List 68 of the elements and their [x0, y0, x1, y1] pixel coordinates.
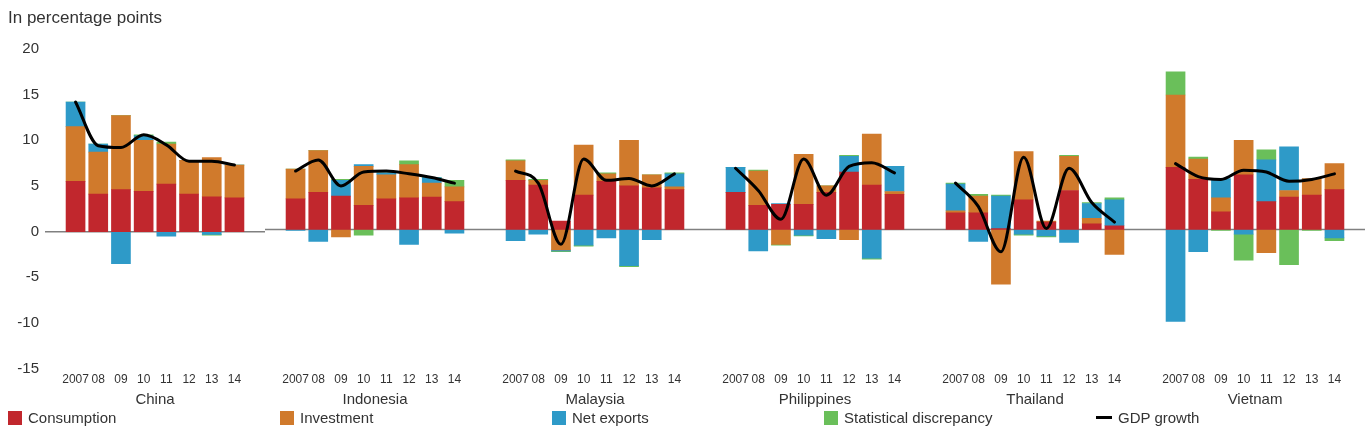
- y-tick-label: 0: [30, 221, 39, 239]
- legend-label: Net exports: [572, 409, 649, 426]
- x-tick-label: 08: [751, 372, 766, 387]
- y-axis-title: In percentage points: [8, 8, 163, 28]
- y-tick-label: 20: [22, 39, 39, 57]
- x-tick-label: 14: [227, 372, 242, 387]
- x-axis-title: Thailand: [1006, 390, 1064, 408]
- x-tick-label: 12: [622, 372, 637, 387]
- x-tick-label: 11: [160, 372, 173, 387]
- x-tick-label: 09: [774, 372, 788, 387]
- x-axis-title: Indonesia: [342, 390, 409, 408]
- x-tick-label: 13: [645, 372, 659, 387]
- x-tick-label: 11: [600, 372, 613, 387]
- legend-label: Consumption: [28, 409, 117, 426]
- x-tick-label: 09: [554, 372, 568, 387]
- x-tick-label: 11: [380, 372, 393, 387]
- x-tick-label: 12: [402, 372, 417, 387]
- x-tick-label: 10: [1236, 372, 1251, 387]
- y-tick-label: 10: [22, 130, 39, 148]
- x-tick-label: 12: [1062, 372, 1077, 387]
- x-tick-label: 08: [971, 372, 986, 387]
- x-tick-label: 11: [1040, 372, 1053, 387]
- x-axis-title: Malaysia: [565, 390, 626, 408]
- x-tick-label: 2007: [62, 372, 90, 387]
- y-tick-label: -5: [25, 267, 39, 285]
- x-tick-label: 10: [356, 372, 371, 387]
- y-tick-label: -15: [17, 358, 39, 376]
- x-tick-label: 10: [576, 372, 591, 387]
- x-tick-label: 2007: [502, 372, 530, 387]
- x-tick-label: 09: [1214, 372, 1228, 387]
- x-tick-label: 13: [205, 372, 219, 387]
- x-tick-label: 10: [796, 372, 811, 387]
- x-tick-label: 11: [820, 372, 833, 387]
- x-tick-label: 2007: [722, 372, 750, 387]
- x-tick-label: 13: [425, 372, 439, 387]
- x-tick-label: 08: [311, 372, 326, 387]
- x-tick-label: 10: [136, 372, 151, 387]
- x-tick-label: 14: [887, 372, 902, 387]
- x-tick-label: 08: [91, 372, 106, 387]
- x-axis-title: Vietnam: [1227, 390, 1283, 408]
- x-tick-label: 13: [865, 372, 879, 387]
- x-tick-label: 09: [114, 372, 128, 387]
- x-tick-label: 2007: [282, 372, 310, 387]
- x-tick-label: 12: [842, 372, 857, 387]
- x-tick-label: 11: [1260, 372, 1273, 387]
- x-tick-label: 2007: [1162, 372, 1190, 387]
- x-tick-label: 14: [667, 372, 682, 387]
- y-tick-label: 5: [30, 176, 39, 194]
- x-tick-label: 12: [182, 372, 197, 387]
- x-tick-label: 09: [994, 372, 1008, 387]
- x-tick-label: 12: [1282, 372, 1297, 387]
- x-axis-title: Philippines: [778, 390, 852, 408]
- x-tick-label: 14: [447, 372, 462, 387]
- x-tick-label: 13: [1305, 372, 1319, 387]
- x-axis-title: China: [135, 390, 176, 408]
- x-tick-label: 13: [1085, 372, 1099, 387]
- x-tick-label: 08: [531, 372, 546, 387]
- y-tick-label: -10: [17, 313, 39, 331]
- x-tick-label: 10: [1016, 372, 1031, 387]
- x-tick-label: 2007: [942, 372, 970, 387]
- y-tick-label: 15: [22, 84, 39, 102]
- legend-label: Statistical discrepancy: [844, 409, 993, 426]
- x-tick-label: 14: [1327, 372, 1342, 387]
- legend-label: Investment: [300, 409, 374, 426]
- x-tick-label: 08: [1191, 372, 1206, 387]
- x-tick-label: 09: [334, 372, 348, 387]
- legend-label: GDP growth: [1118, 409, 1200, 426]
- x-tick-label: 14: [1107, 372, 1122, 387]
